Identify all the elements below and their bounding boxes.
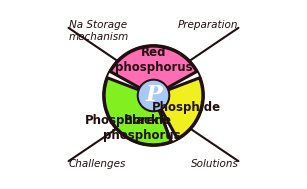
Text: Na Storage
mechanism: Na Storage mechanism xyxy=(68,20,129,42)
Circle shape xyxy=(137,79,170,112)
Text: Phosphide: Phosphide xyxy=(152,101,221,114)
Text: P: P xyxy=(145,84,162,106)
Wedge shape xyxy=(104,78,171,145)
Wedge shape xyxy=(110,103,171,145)
Text: Phosphorene: Phosphorene xyxy=(85,114,172,127)
Wedge shape xyxy=(161,78,203,139)
Text: Black
phosphorus: Black phosphorus xyxy=(103,114,180,143)
Circle shape xyxy=(104,46,203,145)
Text: Challenges: Challenges xyxy=(68,159,126,169)
Text: Solutions: Solutions xyxy=(191,159,239,169)
Text: Preparation: Preparation xyxy=(178,20,239,30)
Circle shape xyxy=(102,44,205,147)
Wedge shape xyxy=(110,46,197,88)
Circle shape xyxy=(139,81,168,110)
Text: Red
phosphorus: Red phosphorus xyxy=(115,46,192,74)
